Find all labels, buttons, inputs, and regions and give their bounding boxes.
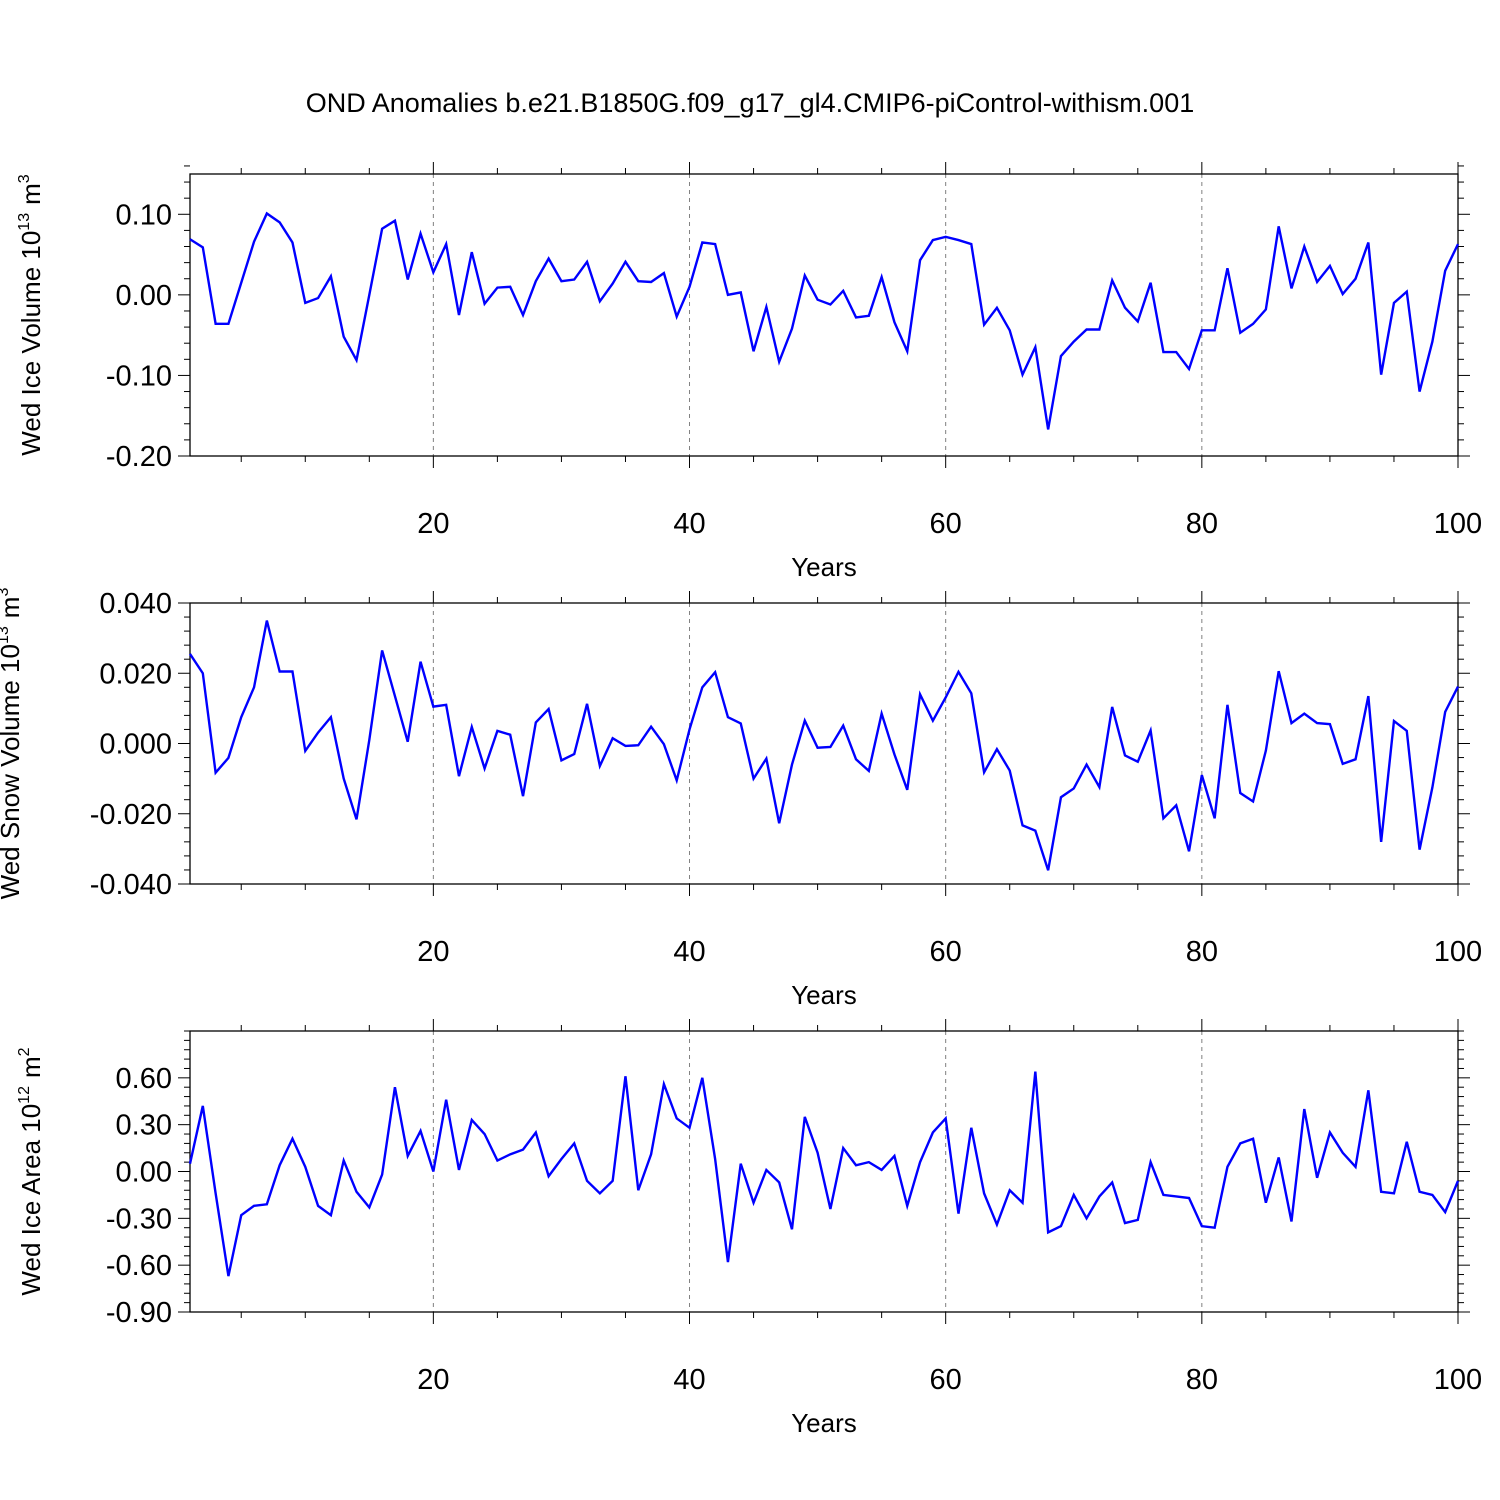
y-tick-label: -0.20 (106, 441, 172, 473)
x-tick-label: 40 (673, 936, 705, 968)
y-tick-label: 0.30 (116, 1110, 172, 1142)
x-tick-label: 40 (673, 508, 705, 540)
x-tick-label: 40 (673, 1364, 705, 1396)
y-axis-label-unit-exponent: 2 (16, 1047, 33, 1056)
x-tick-label: 80 (1186, 936, 1218, 968)
y-tick-label: 0.10 (116, 199, 172, 231)
x-axis-label: Years (791, 980, 857, 1010)
y-axis-label-unit: m (16, 183, 46, 205)
y-axis-label-exponent: 13 (16, 213, 33, 231)
y-axis-label-exponent: 13 (0, 626, 12, 644)
x-tick-label: 60 (930, 936, 962, 968)
x-tick-label: 80 (1186, 1364, 1218, 1396)
y-tick-label: 0.020 (99, 658, 172, 690)
x-tick-label: 100 (1434, 1364, 1482, 1396)
x-tick-label: 60 (930, 1364, 962, 1396)
y-axis-label-text: Wed Snow Volume 10 (0, 644, 25, 899)
panel-ice-area: -0.90 -0.60 -0.30 0.00 0.30 0.60 20 40 60 80 100 Ye… (16, 1019, 1482, 1438)
figure-title: OND Anomalies b.e21.B1850G.f09_g17_gl4.C… (306, 88, 1194, 118)
series-line (188, 620, 1460, 871)
x-tick-label: 100 (1434, 936, 1482, 968)
y-axis-label-exponent: 12 (16, 1086, 33, 1104)
series-line (189, 211, 1460, 430)
plot-frame (189, 1030, 1459, 1313)
x-axis-label: Years (791, 552, 857, 582)
y-tick-label: -0.90 (106, 1297, 172, 1329)
y-tick-label: 0.000 (99, 729, 172, 761)
panel-snow-volume: -0.040 -0.020 0.000 0.020 0.040 20 40 60 80 100 Ye… (0, 588, 1482, 1010)
x-tick-label: 20 (417, 936, 449, 968)
y-tick-label: 0.60 (116, 1063, 172, 1095)
y-axis-label-unit: m (16, 1056, 46, 1078)
y-tick-label: -0.10 (106, 360, 172, 392)
x-tick-label: 100 (1434, 508, 1482, 540)
x-tick-label: 20 (417, 508, 449, 540)
y-tick-label: -0.020 (90, 799, 172, 831)
y-tick-label: -0.30 (106, 1203, 172, 1235)
y-tick-label: 0.00 (116, 1157, 172, 1189)
series-line (188, 1071, 1460, 1277)
y-tick-label: -0.60 (106, 1250, 172, 1282)
plot-frame (189, 173, 1459, 457)
panel-ice-volume: -0.20 -0.10 0.00 0.10 20 40 60 80 100 Years Wed Ic… (16, 162, 1482, 582)
y-axis-label-text: Wed Ice Volume 10 (16, 231, 46, 456)
y-axis-label: Wed Ice Volume 1013 m3 (16, 174, 46, 455)
x-axis-label: Years (791, 1408, 857, 1438)
y-axis-label-text: Wed Ice Area 10 (16, 1104, 46, 1296)
y-tick-label: 0.00 (116, 280, 172, 312)
y-tick-label: -0.040 (90, 869, 172, 901)
y-axis-label: Wed Ice Area 1012 m2 (16, 1047, 46, 1295)
y-axis-label-unit: m (0, 597, 25, 619)
x-tick-label: 80 (1186, 508, 1218, 540)
x-tick-label: 60 (930, 508, 962, 540)
y-axis-label-unit-exponent: 3 (16, 174, 33, 183)
y-tick-label: 0.040 (99, 588, 172, 620)
y-axis-label: Wed Snow Volume 1013 m3 (0, 588, 25, 900)
y-axis-label-unit-exponent: 3 (0, 588, 12, 597)
x-tick-label: 20 (417, 1364, 449, 1396)
